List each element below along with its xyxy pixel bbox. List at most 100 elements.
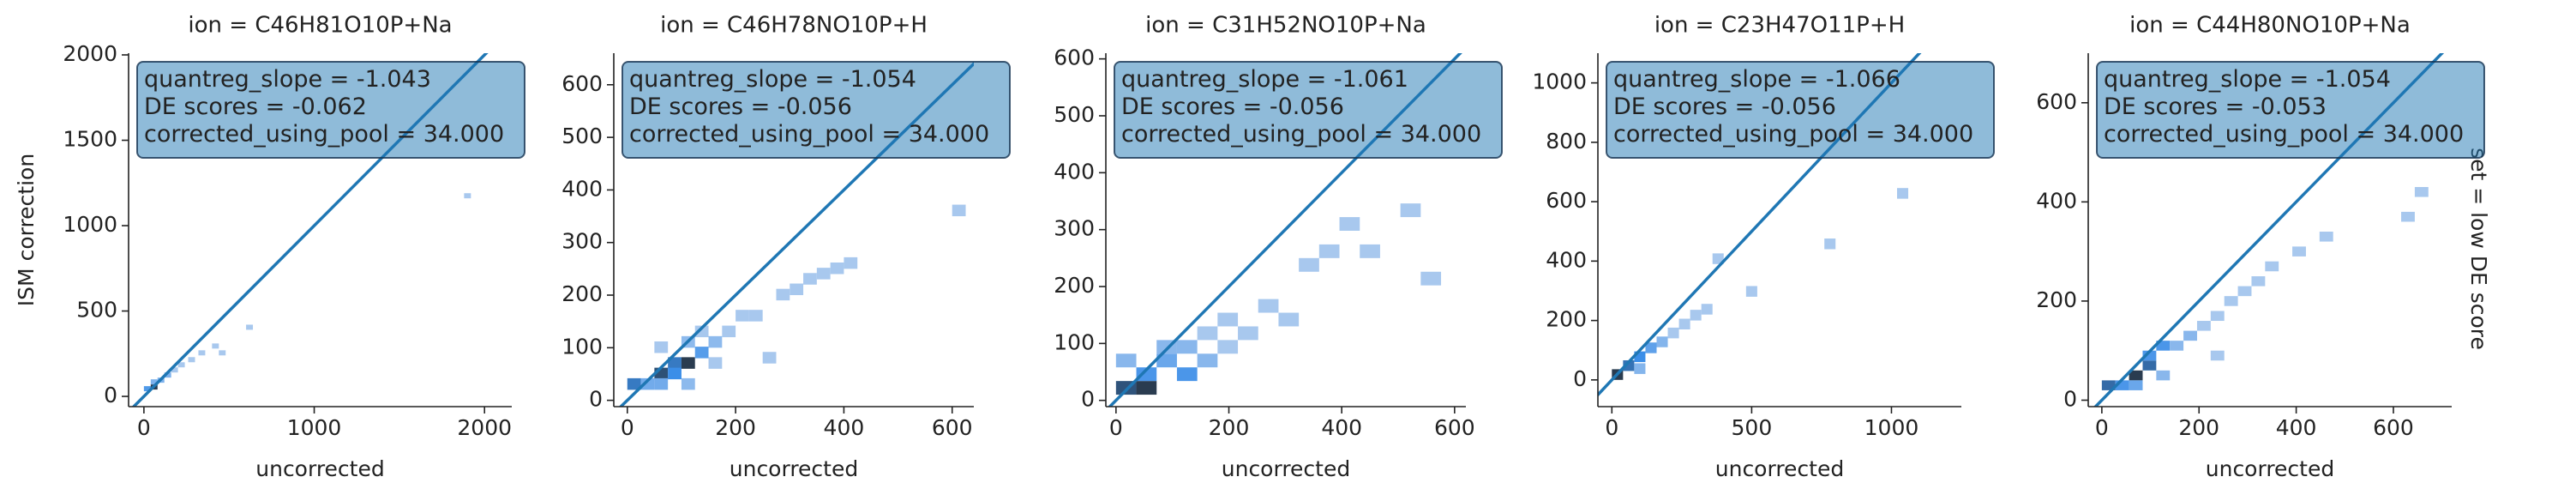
x-axis-label: uncorrected (730, 456, 858, 481)
hist-cell (2224, 296, 2238, 306)
x-tick-label: 0 (137, 415, 151, 440)
x-axis-label: uncorrected (2206, 456, 2334, 481)
y-tick-label: 600 (1054, 45, 1095, 70)
y-tick-label: 500 (1054, 102, 1095, 127)
x-tick-label: 600 (1434, 415, 1475, 440)
hist-cell (2156, 370, 2171, 381)
y-tick-label: 500 (561, 124, 603, 148)
hist-cell (790, 283, 804, 296)
hist-cell (2319, 232, 2333, 242)
hist-cell (1217, 340, 1239, 354)
annotation-text: DE scores = -0.062 (144, 94, 367, 120)
hist-cell (1656, 336, 1668, 347)
hist-cell (171, 367, 178, 373)
y-tick-label: 1000 (63, 212, 117, 237)
hist-cell (1197, 326, 1218, 341)
hist-cell (1136, 381, 1157, 395)
y-tick-label: 0 (104, 383, 117, 407)
panel-title: ion = C46H81O10P+Na (188, 13, 452, 39)
hist-cell (844, 257, 858, 269)
annotation-text: corrected_using_pool = 34.000 (2104, 121, 2464, 148)
x-axis-label: uncorrected (1222, 456, 1350, 481)
x-tick-label: 0 (1605, 415, 1618, 440)
y-tick-label: 0 (2063, 386, 2077, 411)
panel: ion = C23H47O11P+H 0 500 1000 0 200 400 600 800 1… (1532, 13, 1995, 481)
panel-title: ion = C44H80NO10P+Na (2129, 13, 2411, 39)
annotation-text: quantreg_slope = -1.043 (144, 66, 431, 93)
annotation-text: corrected_using_pool = 34.000 (144, 121, 504, 148)
y-tick-label: 100 (1054, 329, 1095, 354)
hist-cell (1690, 310, 1702, 321)
x-axis-label: uncorrected (255, 456, 384, 481)
y-tick-label: 300 (1054, 216, 1095, 241)
y-tick-label: 200 (561, 281, 603, 306)
hist-cell (1197, 353, 1218, 368)
y-tick-label: 500 (76, 298, 117, 323)
y-tick-label: 200 (1054, 273, 1095, 298)
annotation-box (621, 61, 1011, 159)
x-tick-label: 400 (2276, 415, 2317, 440)
panel: ion = C46H81O10P+Na 0 1000 2000 0 500 1000 1500… (14, 13, 525, 481)
hist-cell (1156, 353, 1177, 368)
hist-cell (2129, 370, 2143, 381)
hist-cell (694, 325, 709, 338)
hist-cell (681, 377, 695, 390)
hist-cell (816, 268, 831, 280)
hist-cell (1258, 299, 1279, 313)
y-tick-label: 400 (561, 176, 603, 201)
x-tick-label: 200 (715, 415, 756, 440)
hist-cell (762, 352, 777, 364)
hist-cell (1634, 363, 1646, 374)
hist-cell (736, 310, 749, 322)
hist-cell (668, 357, 682, 369)
x-tick-label: 0 (1109, 415, 1123, 440)
annotation-text: corrected_using_pool = 34.000 (1121, 121, 1481, 148)
panel: ion = C44H80NO10P+Na 0 200 400 600 0 200 400 600… (2036, 13, 2485, 481)
y-tick-label: 400 (1546, 247, 1587, 272)
hist-cell (1176, 340, 1198, 354)
annotation-text: DE scores = -0.056 (629, 94, 852, 120)
hist-cell (2170, 341, 2184, 351)
hist-cell (2414, 187, 2429, 197)
x-tick-label: 0 (621, 415, 634, 440)
hist-cell (654, 377, 669, 390)
y-tick-label: 200 (1546, 307, 1587, 332)
y-tick-label: 200 (2036, 287, 2077, 312)
annotation-text: DE scores = -0.053 (2104, 94, 2327, 120)
annotation-box (1606, 61, 1995, 159)
hist-cell (2210, 350, 2225, 361)
hist-cell (1400, 203, 1421, 218)
panel-title: ion = C23H47O11P+H (1654, 13, 1905, 39)
y-tick-label: 400 (1054, 159, 1095, 184)
hist-cell (1896, 188, 1909, 199)
panel-title: ion = C31H52NO10P+Na (1145, 13, 1426, 39)
y-tick-label: 300 (561, 229, 603, 254)
hist-cell (2183, 330, 2197, 341)
hist-cell (2292, 246, 2306, 257)
x-axis-label: uncorrected (1715, 456, 1844, 481)
annotation-text: quantreg_slope = -1.054 (2104, 66, 2391, 93)
x-tick-label: 600 (2373, 415, 2414, 440)
hist-cell (748, 310, 763, 322)
annotation-text: corrected_using_pool = 34.000 (1613, 121, 1973, 148)
hist-cell (627, 377, 641, 390)
x-tick-label: 600 (932, 415, 973, 440)
annotation-box (2096, 61, 2485, 159)
hist-cell (708, 357, 723, 369)
hist-cell (177, 362, 185, 368)
hist-cell (150, 379, 158, 385)
x-tick-label: 400 (824, 415, 865, 440)
hist-cell (2156, 341, 2171, 351)
annotation-text: DE scores = -0.056 (1613, 94, 1836, 120)
y-tick-label: 100 (561, 334, 603, 359)
hist-cell (722, 325, 736, 338)
y-tick-label: 0 (1081, 387, 1095, 412)
hist-cell (188, 357, 195, 363)
hist-cell (654, 341, 669, 353)
y-tick-label: 600 (1546, 188, 1587, 213)
hist-cell (1217, 312, 1239, 327)
x-tick-label: 400 (1321, 415, 1362, 440)
hist-cell (1278, 312, 1300, 327)
hist-cell (2265, 261, 2279, 272)
hist-cell (681, 357, 695, 369)
